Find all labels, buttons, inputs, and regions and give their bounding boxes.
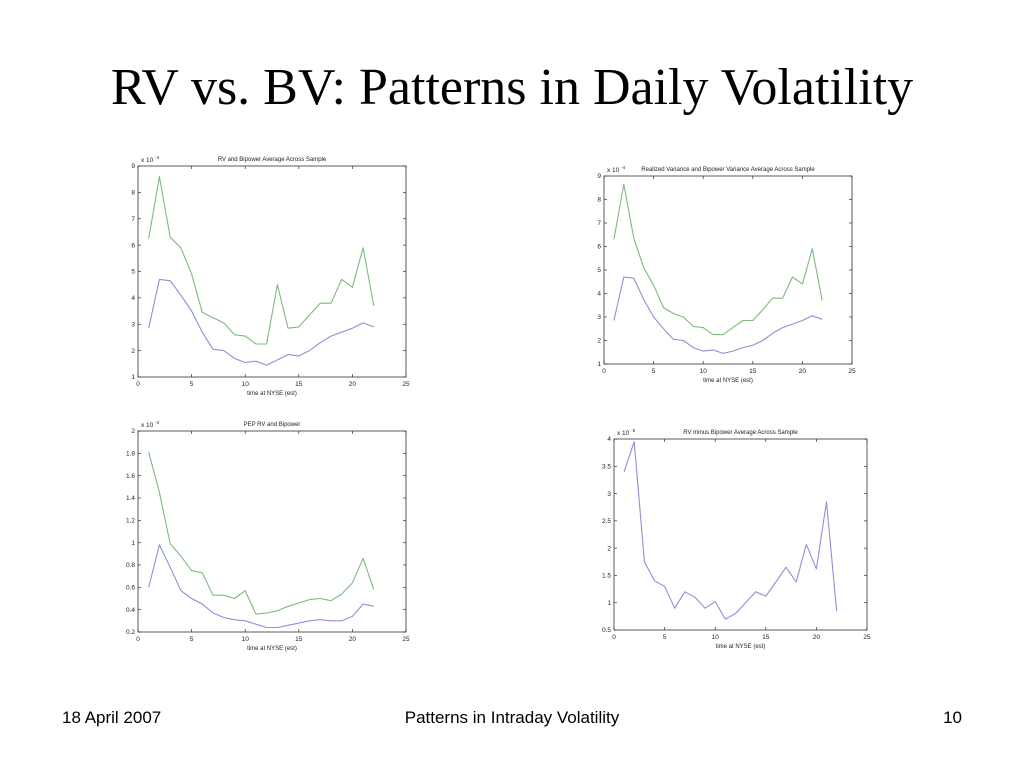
series-line-1 [613, 183, 823, 336]
chart-svg: RV minus Bipower Average Across Sample x … [602, 428, 871, 650]
y-tick-label: 9 [597, 173, 601, 180]
x-tick-label: 5 [190, 381, 194, 388]
footer-title: Patterns in Intraday Volatility [404, 708, 620, 727]
y-tick-label: 9 [131, 163, 135, 170]
page-number: 10 [943, 708, 962, 727]
x-tick-label: 10 [712, 634, 720, 641]
y-tick-label: 2.5 [602, 518, 611, 525]
y-tick-label: 0.5 [602, 627, 611, 634]
x-tick-label: 0 [612, 634, 616, 641]
x-tick-label: 25 [848, 368, 856, 375]
y-tick-label: 4 [597, 291, 601, 298]
y-tick-label: 2 [597, 338, 601, 345]
y-tick-label: 2 [131, 348, 135, 355]
plot-frame [613, 438, 868, 631]
y-tick-label: 0.2 [126, 629, 135, 636]
chart-rv-minus-bipower: RV minus Bipower Average Across Sample x … [598, 423, 873, 663]
footer-date: 18 April 2007 [62, 708, 162, 727]
x-tick-label: 5 [190, 636, 194, 643]
y-tick-label: 7 [597, 220, 601, 227]
series-line-2 [148, 278, 374, 366]
y-tick-label: 7 [131, 216, 135, 223]
x-axis-label: time at NYSE (est) [247, 391, 297, 397]
y-tick-label: 3 [607, 491, 611, 498]
x-axis-label: time at NYSE (est) [716, 644, 766, 650]
y-tick-label: 3 [597, 314, 601, 321]
chart-title: Realized Variance and Bipower Variance A… [641, 167, 815, 173]
series-line-1 [623, 441, 838, 620]
y-tick-label: 1.2 [126, 518, 135, 525]
x-tick-label: 5 [652, 368, 656, 375]
chart-svg: RV and Bipower Average Across Sample x 10… [131, 155, 410, 397]
chart-svg: Realized Variance and Bipower Variance A… [597, 165, 856, 384]
x-tick-label: 20 [349, 636, 357, 643]
x-tick-label: 15 [749, 368, 757, 375]
chart-title: RV minus Bipower Average Across Sample [683, 430, 798, 436]
x-tick-label: 0 [136, 381, 140, 388]
y-tick-label: 1 [131, 540, 135, 547]
y-tick-label: 2 [607, 545, 611, 552]
y-tick-label: 4 [131, 295, 135, 302]
x-tick-label: 25 [863, 634, 871, 641]
chart-title: PEP RV and Bipower [244, 422, 301, 428]
y-tick-label: 1.4 [126, 495, 135, 502]
x-tick-label: 25 [402, 636, 410, 643]
axis-exponent-power: -4 [621, 165, 625, 170]
y-tick-label: 0.8 [126, 562, 135, 569]
axis-exponent: x 10 -4 [141, 155, 160, 164]
plot-frame [603, 175, 853, 365]
x-tick-label: 0 [602, 368, 606, 375]
y-tick-label: 0.4 [126, 607, 135, 614]
plot-frame [137, 165, 407, 378]
y-tick-label: 3.5 [602, 463, 611, 470]
x-tick-label: 15 [762, 634, 770, 641]
chart-svg: PEP RV and Bipower x 10 -3 0 5 10 15 20 25 0.2 0.… [126, 420, 410, 652]
y-tick-label: 4 [607, 436, 611, 443]
chart-title: RV and Bipower Average Across Sample [218, 157, 327, 163]
x-tick-label: 0 [136, 636, 140, 643]
y-tick-label: 1.8 [126, 451, 135, 458]
y-tick-label: 1.5 [602, 573, 611, 580]
axis-exponent-power: -3 [155, 420, 159, 425]
x-tick-label: 10 [242, 381, 250, 388]
x-tick-label: 5 [663, 634, 667, 641]
y-tick-label: 0.6 [126, 585, 135, 592]
chart-realized-bipower-variance: Realized Variance and Bipower Variance A… [588, 160, 858, 397]
x-tick-label: 20 [813, 634, 821, 641]
y-tick-label: 1 [597, 361, 601, 368]
axis-exponent-power: -5 [631, 428, 635, 433]
y-tick-label: 3 [131, 321, 135, 328]
y-tick-label: 8 [131, 190, 135, 197]
axis-exponent: x 10 -5 [617, 428, 636, 437]
x-tick-label: 10 [700, 368, 708, 375]
x-tick-label: 15 [295, 381, 303, 388]
series-line-1 [148, 176, 375, 345]
x-axis-label: time at NYSE (est) [703, 378, 753, 384]
series-line-2 [613, 276, 823, 354]
axis-exponent: x 10 -4 [607, 165, 626, 174]
y-tick-label: 2 [131, 428, 135, 435]
series-line-1 [148, 452, 375, 615]
x-axis-label: time at NYSE (est) [247, 646, 297, 652]
y-tick-label: 6 [597, 244, 601, 251]
y-tick-label: 6 [131, 242, 135, 249]
y-tick-label: 8 [597, 197, 601, 204]
y-tick-label: 1.6 [126, 473, 135, 480]
y-tick-label: 5 [597, 267, 601, 274]
y-tick-label: 1 [607, 600, 611, 607]
y-tick-label: 5 [131, 269, 135, 276]
slide-title: RV vs. BV: Patterns in Daily Volatility [110, 59, 914, 116]
series-line-2 [148, 544, 374, 629]
x-tick-label: 25 [402, 381, 410, 388]
x-tick-label: 20 [349, 381, 357, 388]
x-tick-label: 20 [799, 368, 807, 375]
x-tick-label: 15 [295, 636, 303, 643]
chart-pep-rv-bipower: PEP RV and Bipower x 10 -3 0 5 10 15 20 25 0.2 0.… [122, 415, 412, 665]
plot-frame [137, 430, 407, 633]
axis-exponent: x 10 -3 [141, 420, 160, 429]
axis-exponent-power: -4 [155, 155, 159, 160]
chart-rv-bipower: RV and Bipower Average Across Sample x 10… [122, 150, 412, 410]
y-tick-label: 1 [131, 374, 135, 381]
x-tick-label: 10 [242, 636, 250, 643]
